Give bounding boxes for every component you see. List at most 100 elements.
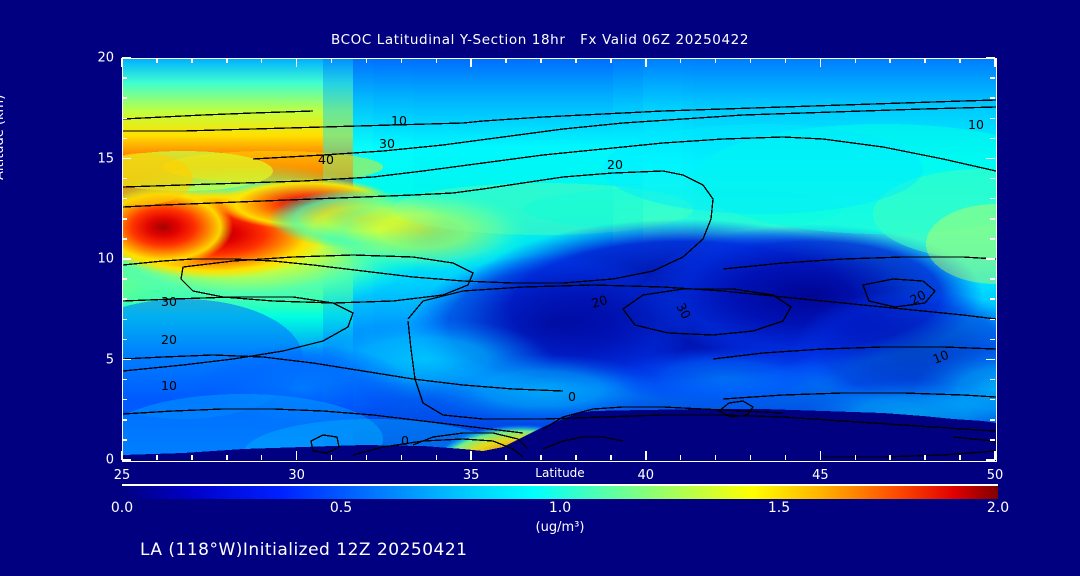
- x-tick: [749, 455, 752, 460]
- y-tick: [990, 419, 995, 421]
- x-tick: [889, 455, 891, 460]
- colorbar-tick-label: 2.0: [986, 500, 1010, 516]
- x-tick: [330, 58, 333, 63]
- y-tick: [990, 278, 995, 280]
- y-tick: [122, 117, 127, 120]
- y-tick: [990, 117, 995, 120]
- x-tick: [714, 58, 717, 63]
- contour-label-20-left: 20: [161, 332, 177, 347]
- y-tick: [122, 177, 127, 180]
- x-tick: [400, 58, 403, 63]
- x-tick: [365, 455, 368, 460]
- x-tick: [365, 58, 368, 63]
- contour-label-0: 0: [568, 389, 576, 404]
- y-tick: [122, 57, 131, 59]
- contour-label-30-mid: 30: [673, 300, 694, 321]
- y-tick: [990, 218, 995, 220]
- x-tick: [645, 58, 647, 67]
- x-tick: [645, 451, 647, 460]
- x-tick: [854, 58, 857, 63]
- x-tick: [749, 58, 752, 63]
- x-tick-label: 50: [986, 468, 1004, 483]
- contour-label-10-right2: 10: [931, 347, 951, 367]
- contour-label-10-right: 10: [968, 117, 984, 132]
- y-tick: [122, 378, 127, 381]
- x-tick-label: 35: [462, 468, 480, 483]
- colorbar-tick-label: 1.5: [767, 500, 791, 516]
- cross-section-plot: 10 30 40 20 10 30 20 10 20 30 20 10 0 0: [122, 58, 997, 462]
- x-tick: [994, 451, 996, 460]
- y-tick: [122, 157, 131, 160]
- y-tick: [990, 137, 995, 140]
- terrain-mask: [123, 409, 996, 461]
- y-tick: [990, 318, 995, 321]
- x-tick: [295, 58, 298, 67]
- x-tick: [679, 455, 682, 460]
- contour-label-30: 30: [379, 136, 395, 151]
- x-tick: [260, 455, 263, 460]
- contour-label-10-left: 10: [161, 378, 177, 393]
- x-tick: [400, 455, 403, 460]
- x-tick: [679, 58, 682, 63]
- contour-label-20-right: 20: [907, 287, 928, 308]
- x-tick: [505, 455, 507, 460]
- colorbar-tick-label: 1.0: [548, 500, 572, 516]
- x-tick: [540, 58, 542, 63]
- contour-label-30-left: 30: [161, 294, 177, 309]
- x-tick: [924, 455, 926, 460]
- x-tick: [994, 58, 996, 67]
- y-tick-label: 15: [97, 151, 114, 166]
- x-tick: [784, 455, 787, 460]
- y-tick: [122, 318, 127, 321]
- contour-label-0b: 0: [401, 433, 409, 448]
- y-tick: [122, 77, 127, 79]
- y-tick-label: 5: [105, 352, 114, 367]
- contour-label-40: 40: [318, 152, 334, 167]
- x-tick: [121, 58, 123, 67]
- y-tick: [990, 298, 995, 300]
- y-tick: [990, 177, 995, 180]
- x-tick-label: 25: [113, 468, 131, 483]
- y-tick: [990, 238, 995, 240]
- x-tick: [889, 58, 891, 63]
- x-tick: [505, 58, 507, 63]
- contour-labels: 10 30 40 20 10 30 20 10 20 30 20 10 0 0: [161, 113, 984, 448]
- x-tick: [540, 455, 542, 460]
- colorbar-tick-label: 0.0: [110, 500, 134, 516]
- x-tick: [819, 451, 822, 460]
- x-tick: [330, 455, 333, 460]
- x-tick: [470, 58, 472, 67]
- y-tick: [990, 398, 995, 401]
- y-tick: [122, 398, 127, 401]
- x-tick: [156, 455, 158, 460]
- y-tick: [122, 338, 127, 341]
- x-tick: [435, 455, 438, 460]
- y-tick: [990, 439, 995, 441]
- x-tick: [226, 455, 228, 460]
- contour-lines: [123, 99, 996, 458]
- y-axis-label: Altitude (km): [0, 94, 7, 180]
- y-tick: [990, 97, 995, 99]
- y-tick-label: 10: [97, 251, 114, 267]
- contour-label-10: 10: [391, 113, 407, 128]
- colorbar-tick-label: 0.5: [329, 500, 353, 516]
- x-tick: [959, 58, 961, 63]
- x-tick: [295, 451, 298, 460]
- colorbar: Latitude 0.0 0.5 1.0 1.5 2.0 (ug/m³): [111, 466, 1009, 535]
- colorbar-unit: (ug/m³): [535, 520, 585, 535]
- contour-label-20-mid: 20: [590, 292, 609, 311]
- colorbar-gradient-fill: [122, 486, 998, 499]
- y-tick: [122, 278, 127, 280]
- x-tick: [121, 451, 123, 460]
- x-tick-label: 40: [637, 468, 655, 483]
- colorbar-caption: Latitude: [535, 466, 585, 480]
- chart-title: BCOC Latitudinal Y-Section 18hr Fx Valid…: [330, 32, 750, 48]
- y-tick: [986, 258, 995, 260]
- y-tick: [986, 459, 995, 461]
- y-tick: [122, 97, 127, 99]
- x-tick: [226, 58, 228, 63]
- x-tick: [819, 58, 822, 67]
- y-tick: [122, 218, 127, 220]
- heatmap-field: 10 30 40 20 10 30 20 10 20 30 20 10 0 0: [123, 59, 996, 461]
- y-tick: [122, 358, 131, 361]
